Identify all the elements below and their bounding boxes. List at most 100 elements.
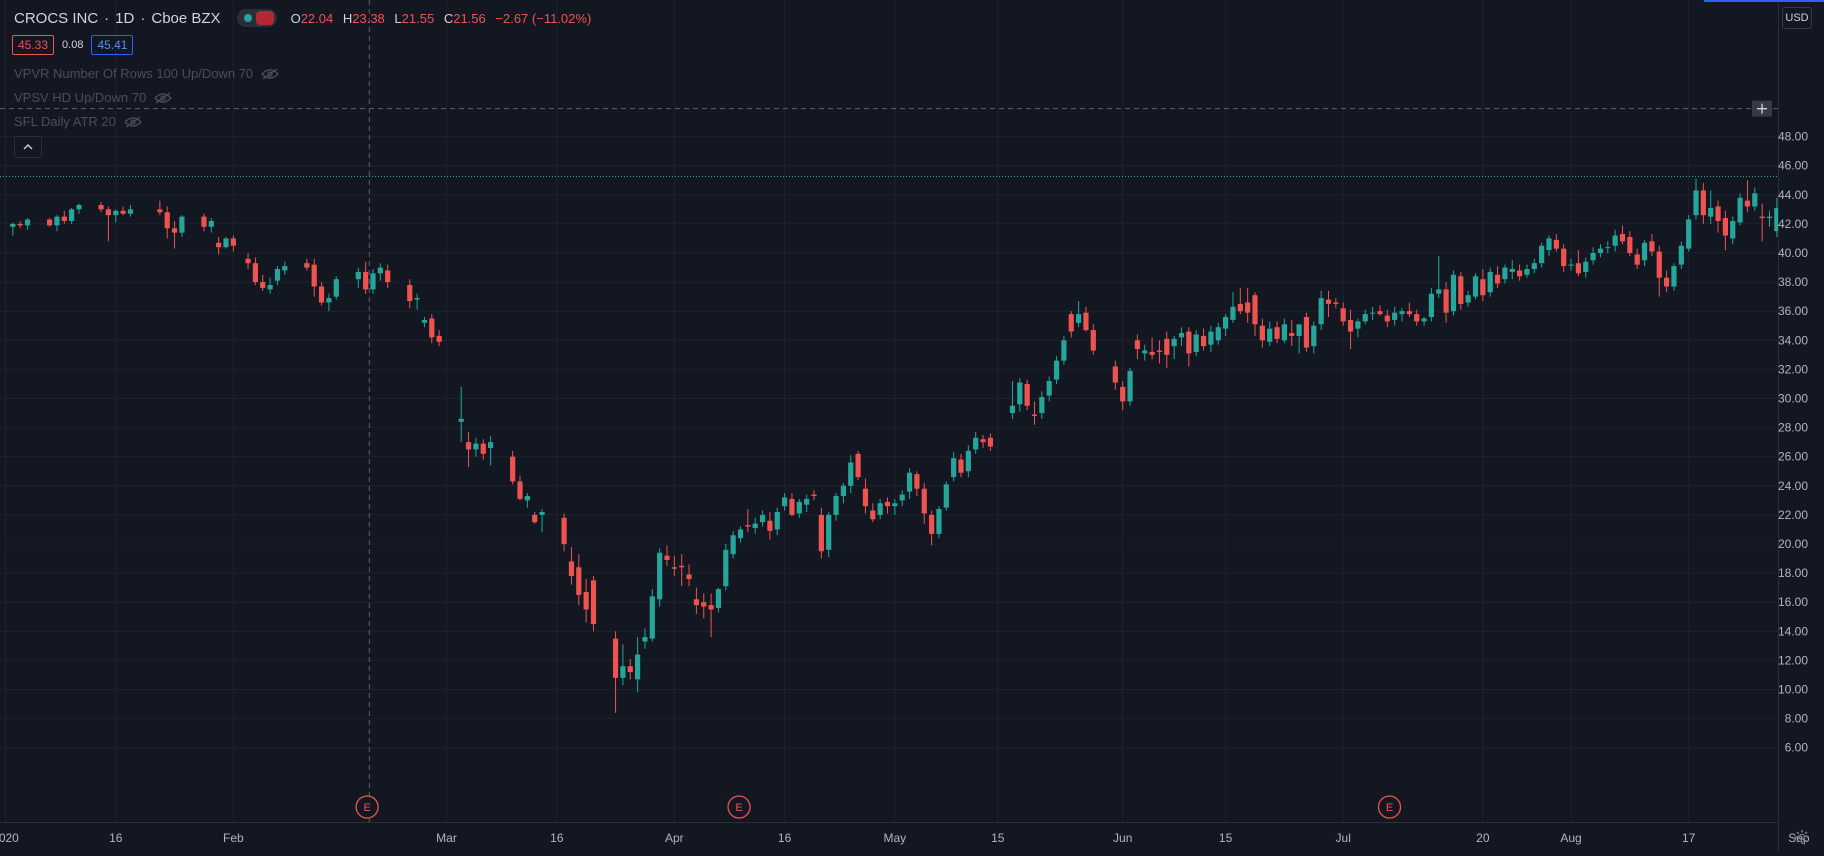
candle-body (311, 264, 317, 287)
indicator-vpvr[interactable]: VPVR Number Of Rows 100 Up/Down 70 (14, 66, 280, 81)
indicator-vpsv[interactable]: VPSV HD Up/Down 70 (14, 90, 173, 105)
candle-body (1046, 381, 1052, 396)
candle-body (840, 485, 846, 496)
candle (1406, 302, 1412, 318)
candle (899, 490, 905, 507)
candle-body (318, 286, 325, 303)
indicator-label: VPVR Number Of Rows 100 Up/Down 70 (14, 66, 254, 81)
ohlc-low: 21.55 (401, 10, 435, 26)
candle (1333, 298, 1339, 309)
candle-body (1024, 383, 1030, 406)
candle-body (1759, 216, 1765, 219)
earnings-marker[interactable]: E (1377, 795, 1402, 819)
indicator-sfl-atr[interactable]: SFL Daily ATR 20 (14, 114, 142, 129)
candle-body (10, 223, 16, 227)
candle (1377, 305, 1383, 316)
candle-body (127, 209, 134, 214)
candle-body (1708, 207, 1714, 217)
candle-body (164, 212, 170, 229)
candle (1539, 242, 1545, 268)
candle (1193, 330, 1199, 357)
candle (179, 215, 185, 237)
earnings-marker-circle (727, 795, 751, 819)
candle (1766, 210, 1773, 227)
candle-body (796, 501, 802, 514)
time-tick-label: 17 (1682, 831, 1696, 845)
candle-body (1700, 190, 1706, 216)
candle-body (1494, 274, 1501, 284)
eye-hidden-icon[interactable] (261, 67, 280, 80)
candle (951, 452, 957, 482)
price-tick-label: 22.00 (1778, 508, 1808, 522)
candle-body (245, 258, 251, 264)
candle (1252, 292, 1258, 336)
candle (429, 314, 435, 344)
price-axis[interactable] (1778, 0, 1824, 851)
candle (752, 517, 758, 534)
candle (583, 578, 589, 623)
candle-body (1325, 299, 1332, 304)
candle (1752, 187, 1758, 211)
candle (1480, 269, 1486, 302)
candle (113, 209, 119, 223)
candle (421, 317, 428, 328)
earnings-marker-label: E (363, 802, 370, 814)
candle (921, 482, 927, 524)
candle (54, 215, 60, 232)
candle-body (1546, 238, 1552, 251)
candle (1009, 381, 1016, 419)
candle (1223, 314, 1229, 336)
candle-body (407, 285, 413, 302)
candle-body (1171, 338, 1177, 347)
candle-body (510, 456, 516, 482)
candle-body (473, 443, 479, 450)
candle-body (1061, 340, 1067, 361)
candle-body (921, 488, 927, 514)
candle (1641, 239, 1648, 267)
candle (561, 513, 567, 552)
candle-body (914, 474, 920, 489)
candle (1730, 216, 1736, 245)
candle-body (1774, 207, 1780, 232)
grid (0, 0, 1800, 822)
candle-body (1178, 333, 1185, 338)
ohlc-change: −2.67 (−11.02%) (495, 10, 592, 26)
ask-price[interactable]: 45.41 (91, 35, 134, 55)
candle-body (1392, 312, 1398, 320)
eye-hidden-icon[interactable] (154, 91, 173, 104)
collapse-legend-button[interactable] (14, 136, 42, 158)
candle (1428, 287, 1434, 322)
time-tick-label: 15 (991, 831, 1005, 845)
symbol-name[interactable]: CROCS INC (14, 9, 99, 27)
interval[interactable]: 1D (115, 9, 135, 27)
earnings-marker[interactable]: E (355, 795, 379, 819)
candle-body (1575, 263, 1581, 274)
price-tick-label: 16.00 (1778, 595, 1808, 609)
candle-body (715, 589, 722, 609)
eye-hidden-icon[interactable] (123, 115, 142, 128)
candle (1303, 312, 1310, 352)
candle (488, 436, 494, 466)
plus-icon (1757, 103, 1767, 114)
earnings-marker-label: E (1386, 802, 1393, 814)
candle-body (69, 209, 75, 221)
earnings-marker-circle (355, 795, 379, 819)
candle (796, 498, 802, 518)
time-axis[interactable] (0, 822, 1778, 851)
candle (892, 498, 898, 515)
earnings-marker[interactable]: E (727, 795, 751, 819)
candle-body (1333, 302, 1339, 304)
candle-body (1289, 333, 1295, 336)
bid-price[interactable]: 45.33 (12, 35, 55, 55)
candle-body (429, 318, 435, 338)
candle (1311, 321, 1317, 354)
candle (862, 478, 869, 514)
candle (848, 455, 854, 494)
gear-icon[interactable] (1794, 829, 1810, 845)
candle-body (1068, 314, 1074, 332)
currency-button[interactable]: USD (1782, 7, 1812, 29)
market-status-toggle[interactable] (236, 9, 277, 27)
price-tick-label: 44.00 (1778, 188, 1808, 202)
